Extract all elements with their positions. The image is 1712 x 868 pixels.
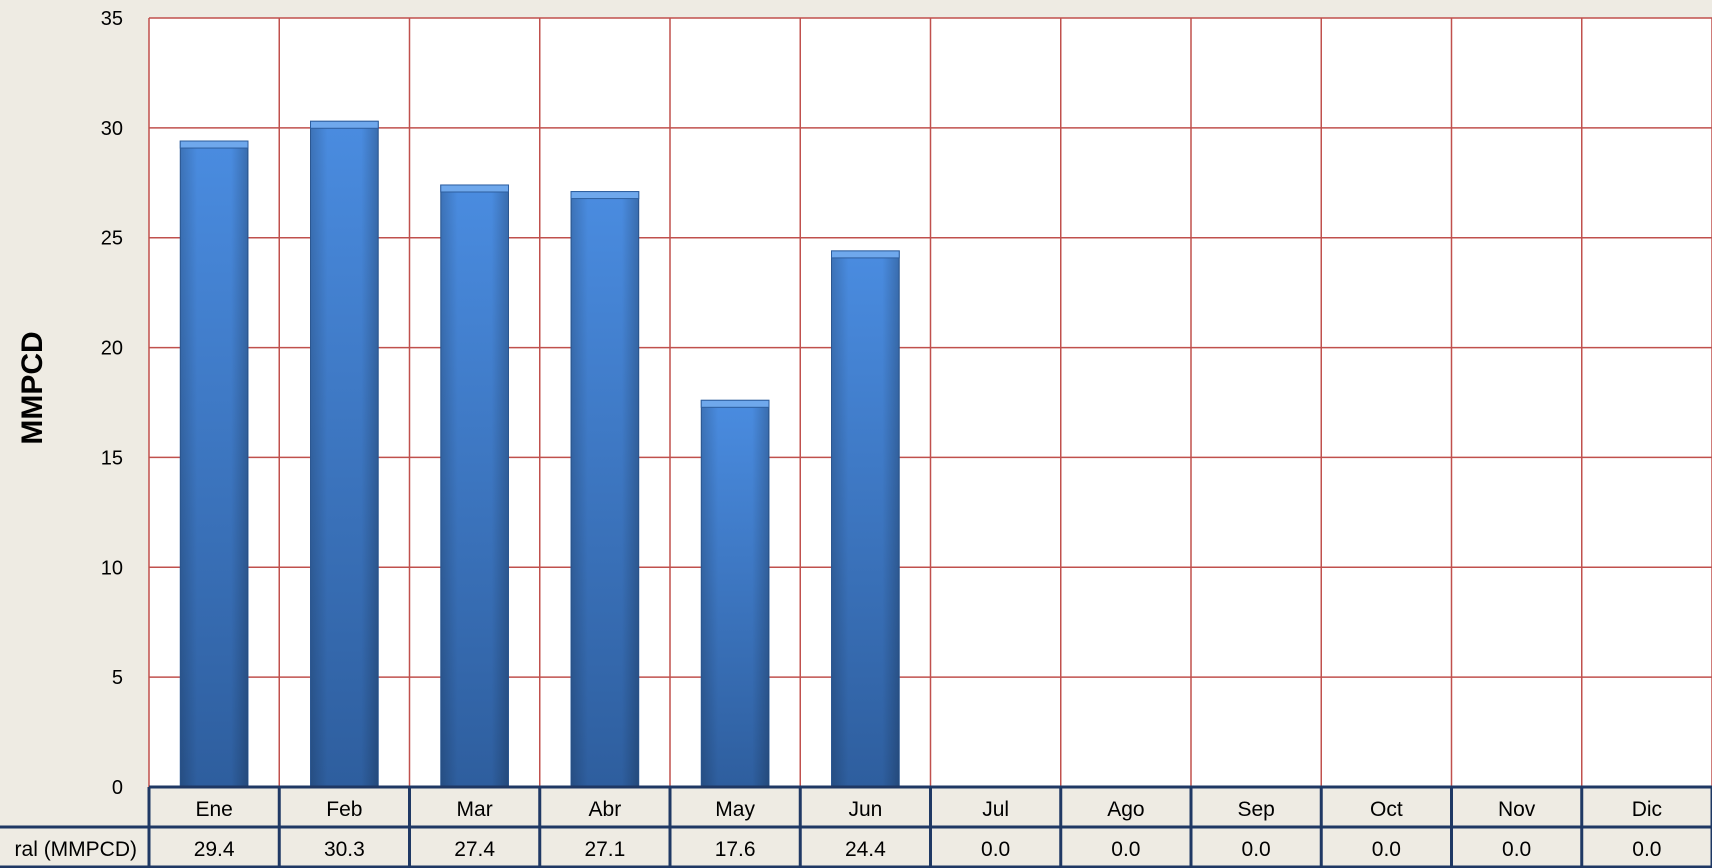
bar-cap-Jun [831, 250, 900, 259]
data-label-Dic: 0.0 [1632, 838, 1661, 861]
data-label-Feb: 30.3 [324, 838, 365, 861]
bar-cap-May [700, 399, 770, 408]
y-tick-label: 5 [112, 667, 123, 689]
y-tick-label: 15 [101, 447, 123, 469]
bar-shade-Jun [831, 250, 900, 787]
y-tick-label: 20 [101, 338, 123, 360]
bar-shade-Feb [310, 121, 379, 787]
gridlines [148, 17, 1712, 788]
x-tick-label-Jun: Jun [848, 798, 882, 821]
bar-cap-Feb [310, 120, 379, 129]
y-tick-label: 35 [101, 8, 123, 30]
bar-cap-Abr [570, 191, 640, 200]
x-tick-label-Abr: Abr [589, 798, 622, 821]
bar-shade-Mar [440, 184, 509, 788]
data-label-Abr: 27.1 [584, 838, 625, 861]
y-tick-label: 25 [101, 228, 123, 250]
data-label-Sep: 0.0 [1242, 838, 1271, 861]
x-tick-label-Oct: Oct [1370, 798, 1403, 821]
x-tick-label-Ago: Ago [1107, 798, 1144, 821]
data-label-Ago: 0.0 [1111, 838, 1140, 861]
y-tick-label: 10 [101, 557, 123, 579]
x-tick-label-Mar: Mar [457, 798, 493, 821]
data-table: Ene 29.4 Feb 30.3 Mar 27.4 Abr 27.1 May 17.6 Jun 24… [0, 785, 1712, 868]
y-tick-label: 0 [112, 777, 123, 799]
bars [179, 120, 900, 788]
data-label-Oct: 0.0 [1372, 838, 1401, 861]
bar-shade-Abr [571, 191, 639, 787]
x-tick-label-Feb: Feb [326, 798, 362, 821]
bar-cap-Ene [179, 140, 249, 149]
series-row-label: ral (MMPCD) [15, 838, 137, 861]
x-tick-label-Sep: Sep [1237, 798, 1274, 821]
data-label-Mar: 27.4 [454, 838, 495, 861]
x-tick-label-Jul: Jul [982, 798, 1009, 821]
y-tick-label: 30 [101, 118, 123, 140]
x-tick-label-Dic: Dic [1632, 798, 1662, 821]
bar-shade-May [701, 400, 769, 787]
bar-shade-Ene [180, 141, 248, 788]
data-label-Nov: 0.0 [1502, 838, 1531, 861]
data-label-May: 17.6 [715, 838, 756, 861]
data-label-Jun: 24.4 [845, 838, 886, 861]
data-label-Ene: 29.4 [194, 838, 235, 861]
bar-cap-Mar [440, 184, 509, 193]
x-tick-label-Ene: Ene [195, 798, 232, 821]
y-axis: 0 5 10 15 20 25 30 35 [101, 8, 123, 799]
y-axis-label: MMPCD [16, 331, 49, 444]
x-tick-label-May: May [715, 798, 755, 821]
data-label-Jul: 0.0 [981, 838, 1010, 861]
x-tick-label-Nov: Nov [1498, 798, 1536, 821]
